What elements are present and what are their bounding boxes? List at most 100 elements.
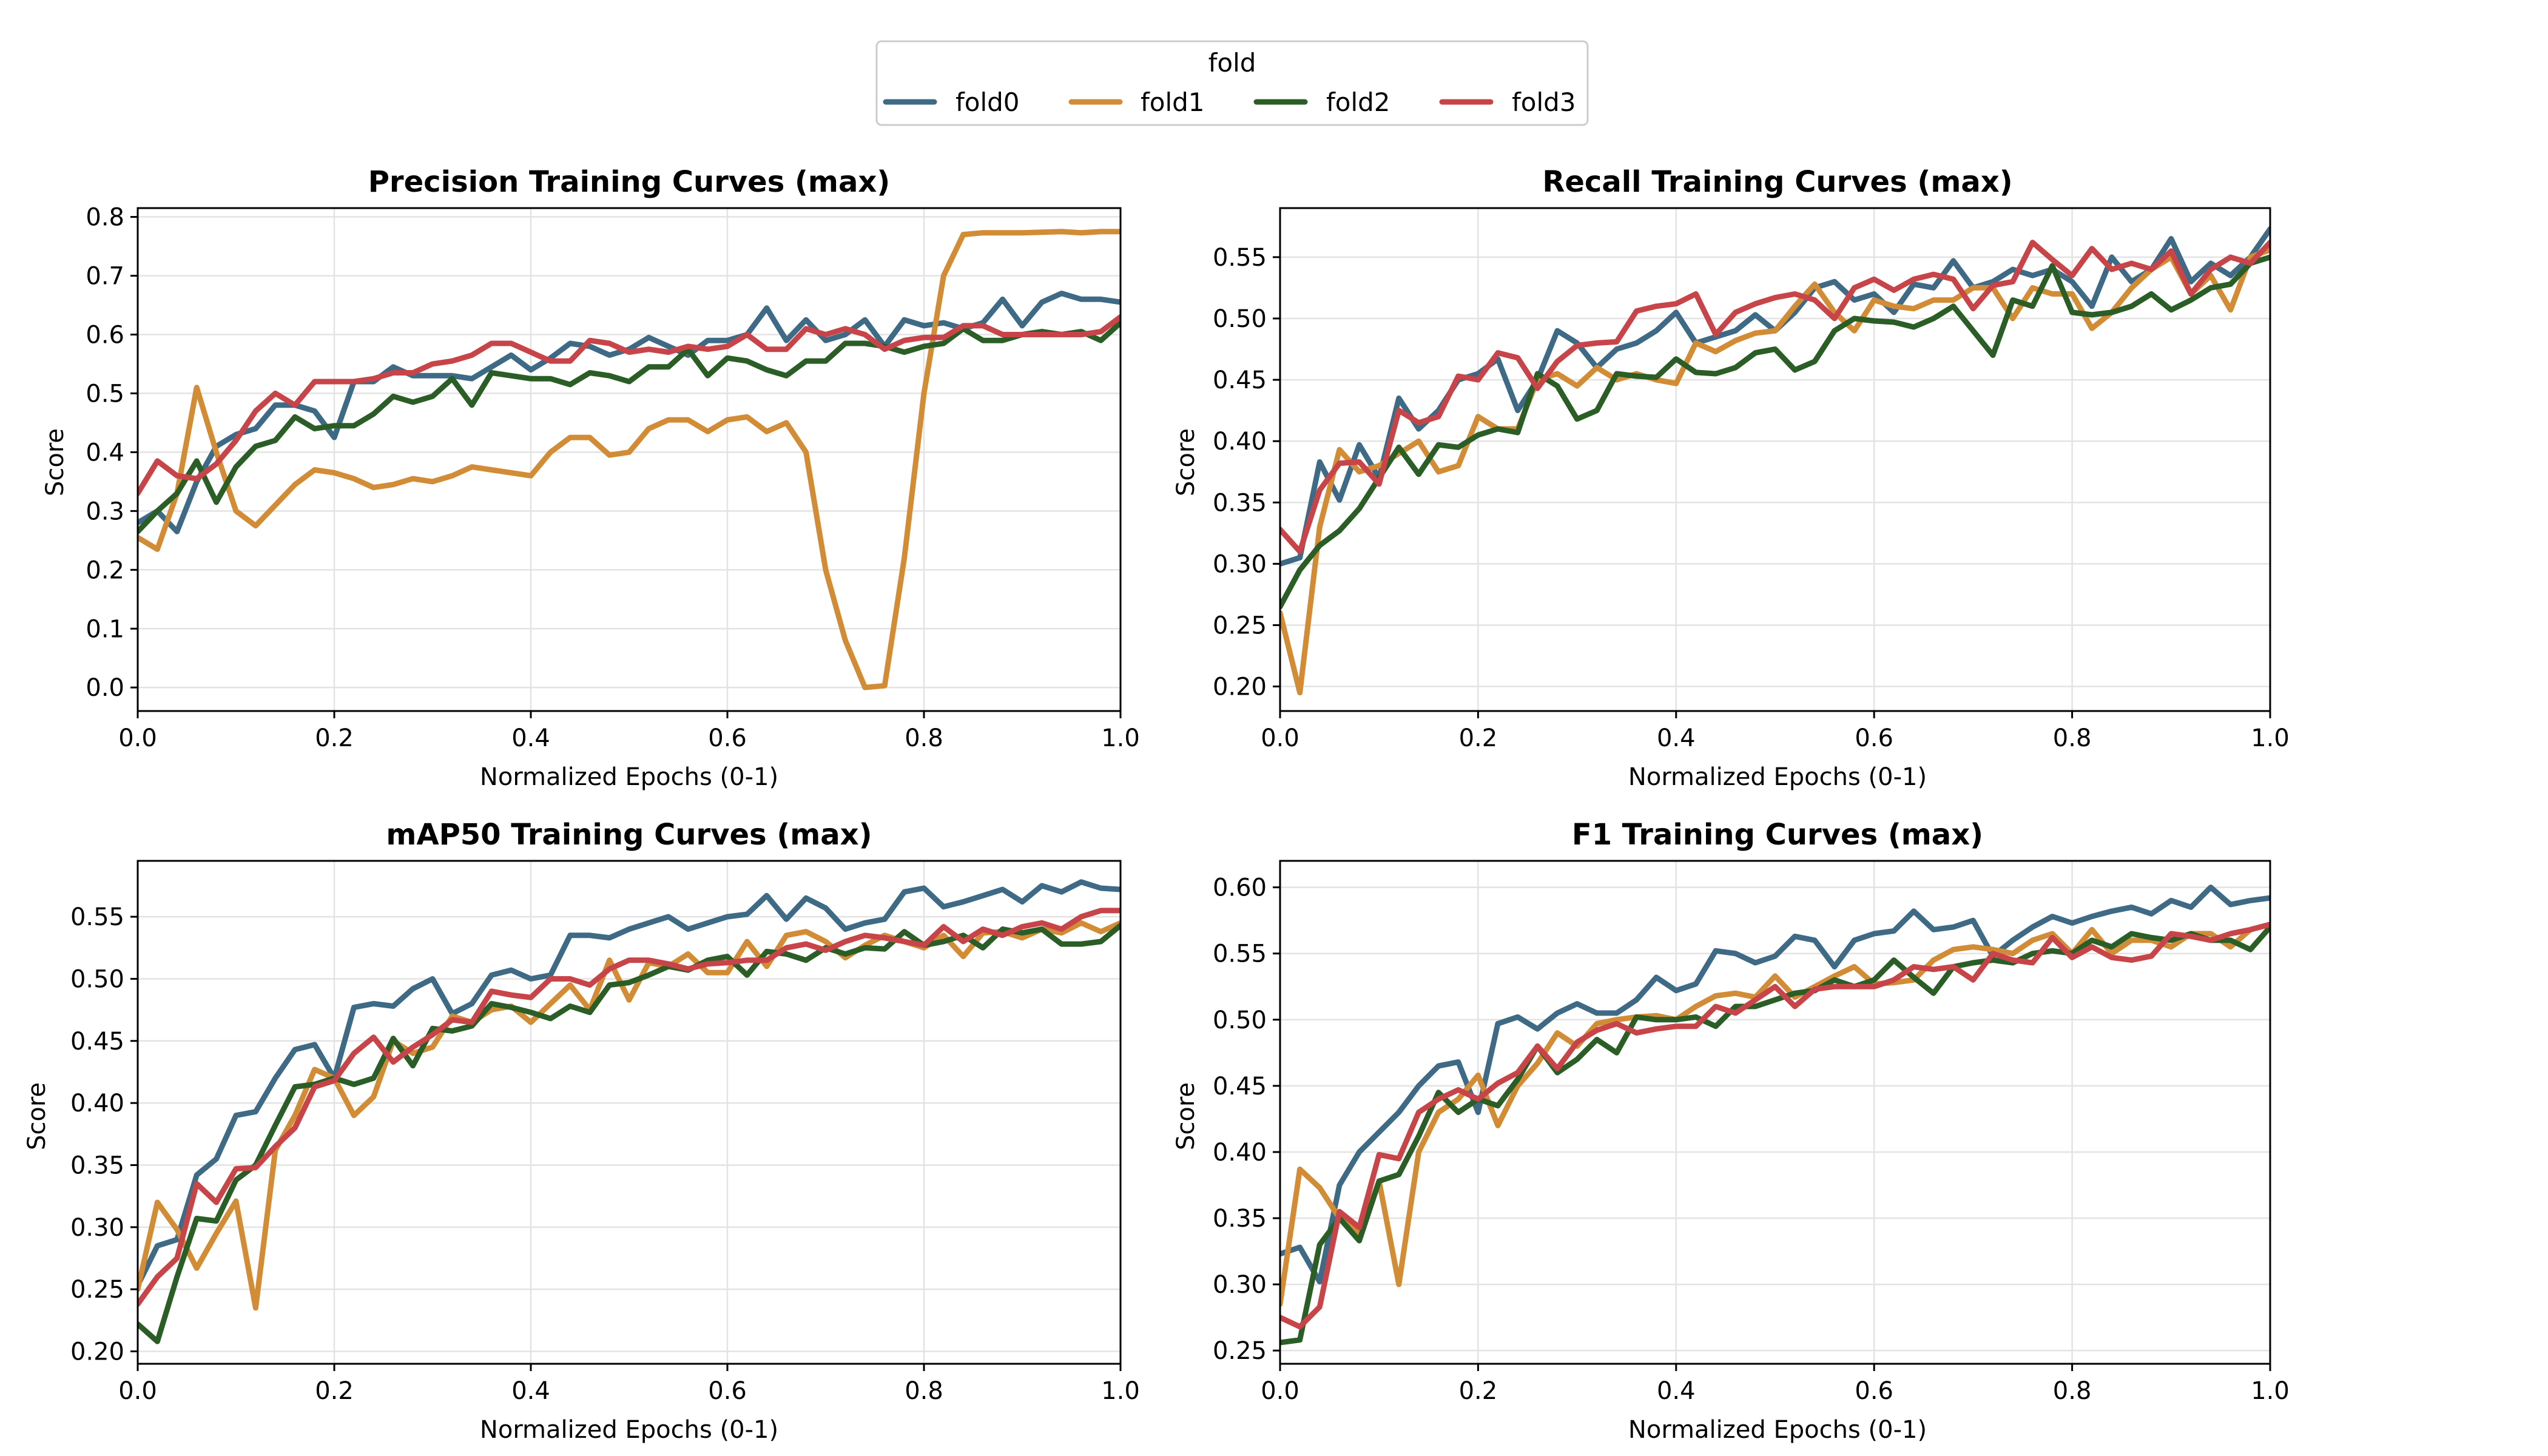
map50-series-group	[138, 879, 1121, 1344]
f1-ytick-label: 0.30	[1213, 1271, 1267, 1299]
f1-panel-title: F1 Training Curves (max)	[1572, 818, 1983, 852]
map50-panel-title: mAP50 Training Curves (max)	[386, 818, 872, 852]
legend-label-fold2: fold2	[1326, 87, 1390, 117]
map50-ytick-label: 0.35	[70, 1151, 124, 1179]
precision-axes-frame	[136, 207, 1122, 712]
f1-line-fold2	[1280, 924, 2270, 1346]
map50-axes-frame	[136, 860, 1122, 1365]
precision-ytick-label: 0.1	[86, 615, 124, 643]
map50-xtick-label: 0.8	[905, 1377, 943, 1405]
precision-panel-ylabel: Score	[41, 428, 69, 496]
recall-panel-ylabel: Score	[1172, 428, 1200, 496]
precision-grid	[136, 208, 1122, 711]
recall-ytick-label: 0.55	[1213, 244, 1267, 272]
f1-xtick-label: 0.6	[1855, 1377, 1893, 1405]
recall-line-fold1	[1280, 247, 2270, 696]
precision-xtick-label: 0.6	[708, 724, 747, 752]
precision-ytick-label: 0.3	[86, 497, 124, 525]
recall-series-group	[1280, 226, 2270, 696]
precision-line-fold2	[138, 320, 1121, 534]
recall-ytick-label: 0.35	[1213, 489, 1267, 517]
map50-ytick-label: 0.30	[70, 1214, 124, 1242]
precision-xtick-label: 0.4	[511, 724, 550, 752]
precision-ytick-label: 0.5	[86, 380, 124, 408]
recall-panel-xlabel: Normalized Epochs (0-1)	[1628, 763, 1927, 791]
precision-xtick-label: 1.0	[1101, 724, 1140, 752]
f1-panel-ylabel: Score	[1172, 1082, 1200, 1150]
precision-xtick-label: 0.8	[905, 724, 943, 752]
recall-xtick-label: 0.0	[1261, 724, 1299, 752]
recall-xtick-label: 0.2	[1459, 724, 1498, 752]
legend: fold fold0 fold1 fold2 fold3	[875, 40, 1589, 126]
recall-line-fold2	[1280, 254, 2270, 610]
precision-ytick-label: 0.4	[86, 439, 124, 467]
precision-series-group	[138, 229, 1121, 690]
map50-xtick-label: 0.4	[511, 1377, 550, 1405]
recall-xtick-label: 0.8	[2053, 724, 2092, 752]
map50-xtick-label: 0.2	[315, 1377, 354, 1405]
recall-panel-title: Recall Training Curves (max)	[1542, 165, 2012, 199]
map50-ytick-label: 0.55	[70, 903, 124, 931]
recall-ytick-label: 0.50	[1213, 305, 1267, 333]
f1-ytick-label: 0.45	[1213, 1073, 1267, 1100]
recall-ytick-label: 0.45	[1213, 366, 1267, 394]
precision-ytick-label: 0.8	[86, 204, 124, 232]
recall-axes-frame	[1279, 207, 2271, 712]
precision-line-fold1	[138, 229, 1121, 690]
precision-line-fold3	[138, 314, 1121, 496]
f1-ytick-label: 0.50	[1213, 1006, 1267, 1034]
f1-xtick-label: 0.2	[1459, 1377, 1498, 1405]
f1-series-group	[1280, 885, 2270, 1346]
map50-ytick-label: 0.25	[70, 1276, 124, 1304]
recall-ytick-label: 0.30	[1213, 550, 1267, 578]
legend-label-fold0: fold0	[956, 87, 1020, 117]
precision-xtick-label: 0.0	[118, 724, 157, 752]
f1-line-fold3	[1280, 922, 2270, 1330]
f1-ytick-label: 0.60	[1213, 874, 1267, 902]
map50-line-fold0	[138, 879, 1121, 1289]
precision-panel-title: Precision Training Curves (max)	[368, 165, 890, 199]
precision-ytick-label: 0.7	[86, 263, 124, 291]
map50-xtick-label: 1.0	[1101, 1377, 1140, 1405]
map50-ytick-label: 0.40	[70, 1090, 124, 1117]
map50-panel-xlabel: Normalized Epochs (0-1)	[480, 1416, 778, 1444]
legend-frame	[875, 40, 1589, 126]
f1-ytick-label: 0.35	[1213, 1205, 1267, 1233]
f1-xtick-label: 0.0	[1261, 1377, 1299, 1405]
legend-entry-fold1: fold1	[1068, 87, 1205, 117]
recall-xtick-label: 1.0	[2251, 724, 2290, 752]
f1-xtick-label: 0.4	[1657, 1377, 1696, 1405]
legend-label-fold1: fold1	[1141, 87, 1205, 117]
map50-panel: mAP50 Training Curves (max) Normalized E…	[23, 818, 1140, 1444]
f1-panel-xlabel: Normalized Epochs (0-1)	[1628, 1416, 1927, 1444]
map50-xtick-label: 0.6	[708, 1377, 747, 1405]
f1-line-fold0	[1280, 885, 2270, 1285]
map50-ytick-label: 0.20	[70, 1338, 124, 1366]
recall-xtick-label: 0.4	[1657, 724, 1696, 752]
recall-panel: Recall Training Curves (max) Normalized …	[1172, 165, 2290, 791]
precision-ytick-label: 0.6	[86, 321, 124, 349]
map50-line-fold3	[138, 908, 1121, 1307]
precision-panel: Precision Training Curves (max) Normaliz…	[41, 165, 1140, 791]
f1-ytick-label: 0.55	[1213, 940, 1267, 968]
precision-panel-xlabel: Normalized Epochs (0-1)	[480, 763, 778, 791]
legend-entry-fold2: fold2	[1253, 87, 1390, 117]
recall-ytick-label: 0.20	[1213, 673, 1267, 701]
map50-ytick-label: 0.50	[70, 965, 124, 993]
f1-ytick-label: 0.25	[1213, 1337, 1267, 1365]
legend-title: fold	[1208, 48, 1256, 78]
precision-ytick-label: 0.0	[86, 674, 124, 702]
recall-xtick-label: 0.6	[1855, 724, 1893, 752]
map50-xtick-label: 0.0	[118, 1377, 157, 1405]
recall-line-fold3	[1280, 240, 2270, 554]
f1-axes-frame	[1279, 860, 2271, 1365]
f1-xtick-label: 1.0	[2251, 1377, 2290, 1405]
recall-ytick-label: 0.40	[1213, 428, 1267, 456]
legend-entry-fold3: fold3	[1439, 87, 1576, 117]
precision-xtick-label: 0.2	[315, 724, 354, 752]
legend-label-fold3: fold3	[1512, 87, 1576, 117]
precision-ytick-label: 0.2	[86, 556, 124, 584]
f1-xtick-label: 0.8	[2053, 1377, 2092, 1405]
